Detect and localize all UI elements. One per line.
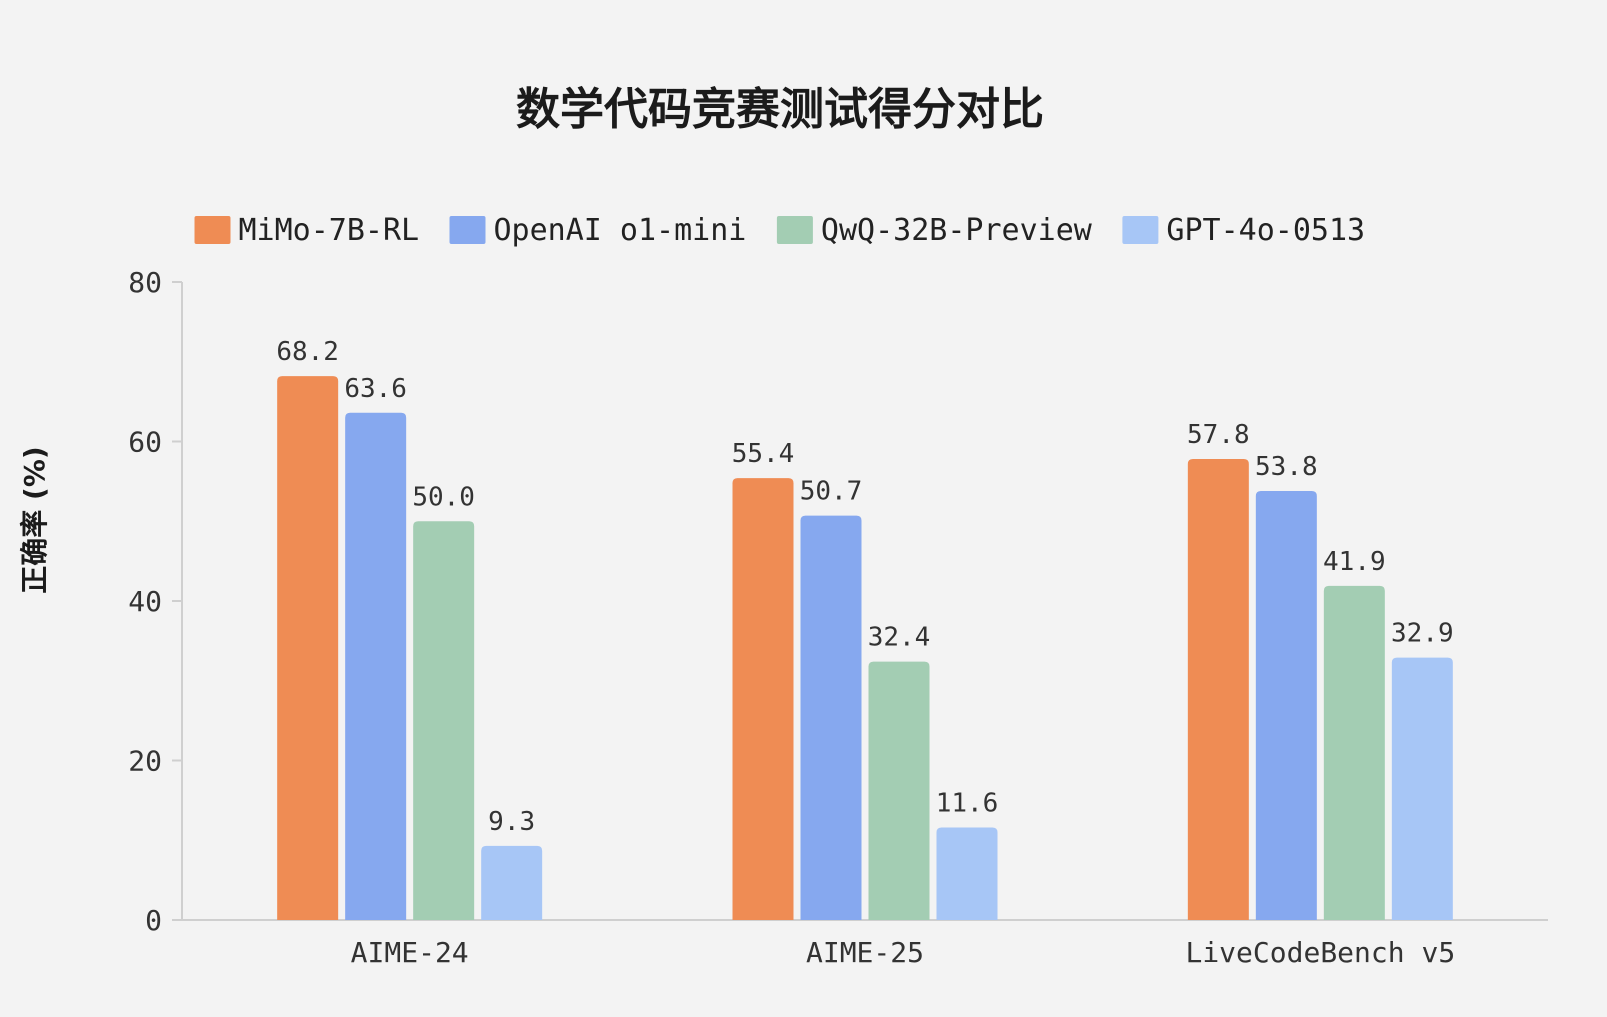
legend-swatch <box>1122 216 1159 244</box>
legend-item-openai-o1-mini[interactable]: OpenAI o1-mini <box>449 213 747 248</box>
chart-title: 数学代码竞赛测试得分对比 <box>516 84 1044 135</box>
legend-swatch <box>776 216 813 244</box>
bars <box>277 376 1453 921</box>
bar-openai-o1-mini-aime-24 <box>345 412 407 920</box>
data-label-mimo-7b-rl-aime-24: 68.2 <box>276 337 339 367</box>
data-label-gpt-4o-0513-livecodebench-v5: 32.9 <box>1391 619 1454 649</box>
bar-mimo-7b-rl-aime-24 <box>277 376 339 921</box>
legend: MiMo-7B-RL OpenAI o1-mini QwQ-32B-Preview G… <box>194 213 1365 248</box>
bar-gpt-4o-0513-aime-24 <box>481 845 543 920</box>
legend-label: QwQ-32B-Preview <box>821 213 1093 248</box>
legend-swatch <box>449 216 486 244</box>
bar-openai-o1-mini-aime-25 <box>800 515 862 920</box>
x-tick-labels: AIME-24 AIME-25 LiveCodeBench v5 <box>351 936 1456 969</box>
legend-label: OpenAI o1-mini <box>494 213 747 248</box>
y-tick-label: 80 <box>128 266 162 299</box>
data-label-gpt-4o-0513-aime-25: 11.6 <box>936 788 999 818</box>
data-label-qwq-32b-preview-aime-24: 50.0 <box>412 482 475 512</box>
data-label-mimo-7b-rl-livecodebench-v5: 57.8 <box>1187 420 1250 450</box>
y-axis-label: 正确率 (%) <box>18 446 51 593</box>
bar-mimo-7b-rl-aime-25 <box>732 478 794 920</box>
bar-gpt-4o-0513-livecodebench-v5 <box>1391 657 1453 920</box>
bar-qwq-32b-preview-aime-24 <box>413 521 475 920</box>
legend-item-qwq-32b-preview[interactable]: QwQ-32B-Preview <box>776 213 1093 248</box>
bar-mimo-7b-rl-livecodebench-v5 <box>1187 459 1249 920</box>
bar-qwq-32b-preview-livecodebench-v5 <box>1323 585 1385 920</box>
y-tick-labels: 0 20 40 60 80 <box>128 266 162 937</box>
data-label-openai-o1-mini-aime-25: 50.7 <box>800 477 863 507</box>
data-label-mimo-7b-rl-aime-25: 55.4 <box>732 439 795 469</box>
x-tick-label-livecodebench-v5: LiveCodeBench v5 <box>1185 936 1455 969</box>
data-label-gpt-4o-0513-aime-24: 9.3 <box>488 807 535 837</box>
bar-gpt-4o-0513-aime-25 <box>936 827 998 920</box>
y-tick-label: 60 <box>128 426 162 459</box>
data-label-qwq-32b-preview-aime-25: 32.4 <box>868 623 931 653</box>
legend-item-mimo-7b-rl[interactable]: MiMo-7B-RL <box>194 213 420 248</box>
data-label-qwq-32b-preview-livecodebench-v5: 41.9 <box>1323 547 1386 577</box>
x-tick-label-aime-25: AIME-25 <box>806 936 924 969</box>
data-label-openai-o1-mini-aime-24: 63.6 <box>344 374 407 404</box>
data-label-openai-o1-mini-livecodebench-v5: 53.8 <box>1255 452 1318 482</box>
legend-item-gpt-4o-0513[interactable]: GPT-4o-0513 <box>1122 213 1365 248</box>
bar-openai-o1-mini-livecodebench-v5 <box>1255 490 1317 920</box>
data-labels: 68.263.6 50.0 9.3 55.450.7 32.4 11.6 57.853.8 4… <box>276 337 1453 837</box>
y-tick-label: 40 <box>128 585 162 618</box>
legend-label: GPT-4o-0513 <box>1166 213 1365 248</box>
legend-swatch <box>194 216 231 244</box>
x-tick-label-aime-24: AIME-24 <box>351 936 469 969</box>
y-tick-label: 20 <box>128 745 162 778</box>
legend-label: MiMo-7B-RL <box>239 213 420 248</box>
bar-qwq-32b-preview-aime-25 <box>868 661 930 920</box>
y-tick-label: 0 <box>145 904 162 937</box>
